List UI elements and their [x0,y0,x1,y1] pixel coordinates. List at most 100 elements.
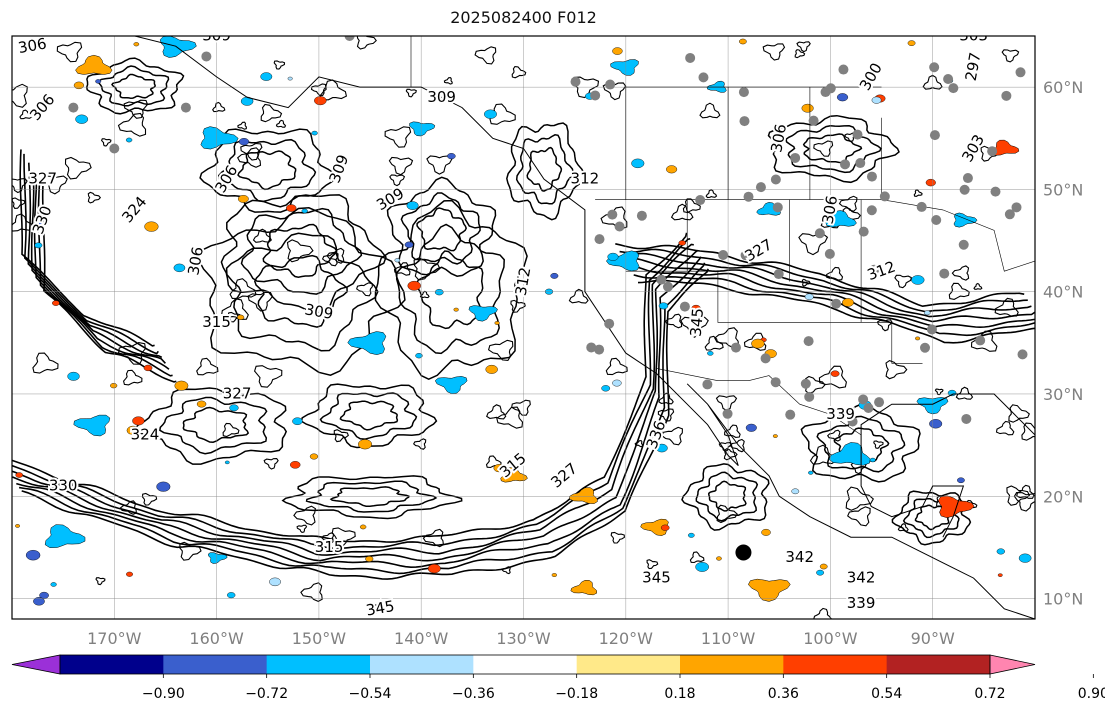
contour-label: 345 [365,597,396,620]
shaded-speck [52,300,60,306]
station-dot [1011,202,1022,213]
contour-label: 342 [785,548,814,566]
shaded-speck [227,592,236,599]
shaded-patch [207,552,228,564]
station-dot [879,191,890,202]
contour-line [217,138,317,203]
station-dot [770,377,781,388]
station-dot [740,250,751,261]
contour-fragment [122,369,143,386]
shaded-speck [915,336,921,341]
contour-fragment [743,332,767,351]
shaded-speck [484,109,497,119]
shading-layer [15,36,1032,606]
station-dot [863,403,874,414]
contour-line [21,268,709,580]
station-dot [180,102,191,113]
contour-fragment [240,142,263,161]
shaded-speck [801,103,814,113]
station-dot [695,195,706,206]
contour-line [18,262,706,575]
contour-fragment [12,178,28,194]
shaded-speck [292,417,303,425]
contour-line [506,122,586,221]
contour-line [27,162,163,359]
contour-fragment [260,103,283,123]
contour-line [12,232,688,543]
contour-layer [12,36,1035,619]
shaded-speck [50,582,57,587]
shaded-speck [260,72,273,81]
contour-fragment [813,140,834,157]
shaded-speck [485,364,498,374]
map-title: 2025082400 F012 [450,8,597,27]
contour-line [37,180,173,377]
contour-fragment [847,506,871,527]
shaded-speck [601,385,611,392]
station-dot [702,379,713,390]
contour-fragment [237,121,247,130]
contour-fragment [826,266,844,281]
contour-label: 303 [959,27,988,45]
shaded-speck [923,310,931,316]
contour-fragment [426,155,453,175]
contour-fragment [273,60,286,70]
shaded-speck [238,138,250,146]
contour-fragment [838,195,858,212]
station-dot [840,159,851,170]
contour-fragment [845,486,875,511]
contour-fragment [934,388,944,396]
contour-fragment [422,528,444,548]
contour-fragment [873,440,884,449]
shaded-speck [133,42,140,47]
station-dot [760,353,771,364]
contour-line [16,256,702,569]
shaded-speck [607,252,619,261]
station-dot [975,335,986,346]
shaded-patch [747,578,791,602]
colorbar-segment [266,655,371,674]
contour-fragment [196,357,219,376]
contour-line [240,207,363,295]
shaded-speck [415,353,423,359]
contour-labels: 306 309 306 327 330 324 306 309 309 309 306 309 315 3… [15,27,990,620]
contour-fragment [486,404,507,420]
longitude-tick-label: 90°W [911,629,955,648]
station-dot [605,79,616,90]
station-dot [1015,67,1026,78]
station-dot [847,416,858,427]
contour-line [12,250,698,562]
contour-fragment [994,297,1019,317]
shaded-patch [953,212,978,228]
station-dot [739,116,750,127]
longitude-tick-label: 170°W [87,629,142,648]
contour-fragment [922,74,943,90]
political-border [656,368,862,436]
contour-fragment [496,406,524,429]
contour-fragment [689,551,705,564]
contour-fragment [12,213,34,232]
contour-line [526,146,563,192]
station-dot [958,239,969,250]
station-dot [743,191,754,202]
colorbar-segment [60,655,164,674]
station-dot [961,413,972,424]
contour-fragment [794,49,806,59]
contour-line [914,504,950,531]
shaded-speck [751,338,765,349]
station-dot [926,324,937,335]
contour-fragment [275,119,287,128]
shaded-speck [494,321,500,325]
contour-fragment [634,440,643,448]
colorbar-frame [59,654,991,675]
contour-fragment [356,282,373,297]
shaded-speck [631,158,645,169]
shaded-speck [688,532,695,538]
shaded-speck [453,307,459,312]
longitude-tick-label: 160°W [189,629,244,648]
station-dot [808,115,819,126]
station-dot [855,158,866,169]
shaded-speck [612,47,623,55]
latitude-tick-label: 10°N [1043,590,1083,609]
shaded-patch [44,524,86,548]
